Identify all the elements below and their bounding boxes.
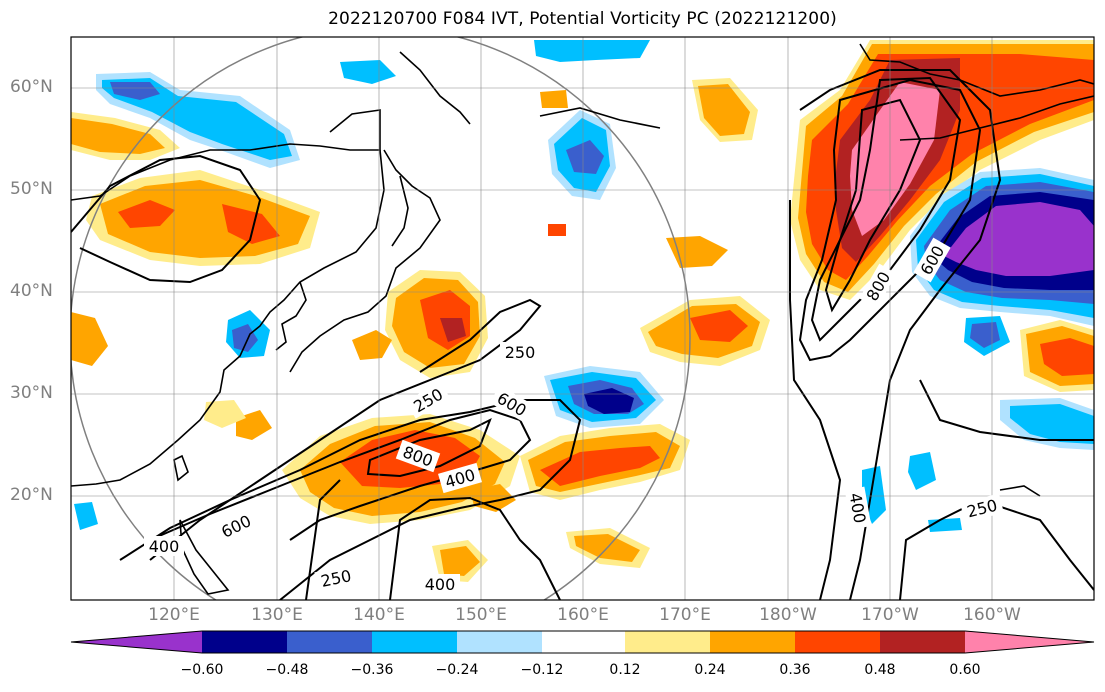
- colorbar-swatch: [202, 631, 287, 653]
- colorbar-tick-label: 0.12: [609, 662, 641, 678]
- colorbar-swatch: [625, 631, 710, 653]
- lat-label: 30°N: [10, 383, 53, 403]
- colorbar-tick-label: 0.48: [864, 662, 896, 678]
- lon-label: 180°W: [759, 605, 817, 625]
- contour-labels: 250 250 250 250 400 400 400 600 600 600 …: [144, 237, 1004, 594]
- contour-label: 250: [505, 343, 536, 362]
- lat-label: 20°N: [10, 485, 53, 505]
- colorbar-tick-label: −0.24: [435, 662, 479, 678]
- colorbar-tick-label: −0.36: [350, 662, 394, 678]
- colorbar-tick-label: 0.60: [949, 662, 981, 678]
- lon-label: 170°E: [659, 605, 711, 625]
- map-title: 2022120700 F084 IVT, Potential Vorticity…: [328, 9, 837, 29]
- lon-label: 160°W: [963, 605, 1021, 625]
- gridlines: [71, 37, 1094, 600]
- lon-label: 160°E: [557, 605, 609, 625]
- colorbar-swatch: [710, 631, 795, 653]
- colorbar-swatch: [372, 631, 457, 653]
- plot-frame: [70, 36, 1095, 601]
- colorbar: [70, 630, 1095, 654]
- lat-label: 40°N: [10, 281, 53, 301]
- lat-label: 50°N: [10, 179, 53, 199]
- colorbar-extend-high: [965, 631, 1094, 653]
- lon-label: 150°E: [455, 605, 507, 625]
- colorbar-tick-label: 0.24: [694, 662, 726, 678]
- colorbar-tick-label: −0.48: [265, 662, 309, 678]
- contour-label: 400: [425, 575, 456, 594]
- colorbar-swatch: [880, 631, 965, 653]
- lon-label: 170°W: [861, 605, 919, 625]
- colorbar-swatch: [542, 631, 625, 653]
- lon-label: 130°E: [251, 605, 303, 625]
- colorbar-tick-label: −0.60: [180, 662, 224, 678]
- lat-label: 60°N: [10, 77, 53, 97]
- negative-shading: [74, 40, 1094, 532]
- contour-label: 400: [149, 537, 180, 556]
- colorbar-tick-label: −0.12: [520, 662, 564, 678]
- colorbar-tick-label: 0.36: [779, 662, 811, 678]
- lon-label: 120°E: [148, 605, 200, 625]
- positive-shading: [71, 40, 1094, 582]
- colorbar-swatch: [287, 631, 372, 653]
- lon-label: 140°E: [353, 605, 405, 625]
- range-circle: [71, 37, 691, 600]
- colorbar-extend-low: [71, 631, 202, 653]
- colorbar-swatch: [457, 631, 542, 653]
- colorbar-swatch: [795, 631, 880, 653]
